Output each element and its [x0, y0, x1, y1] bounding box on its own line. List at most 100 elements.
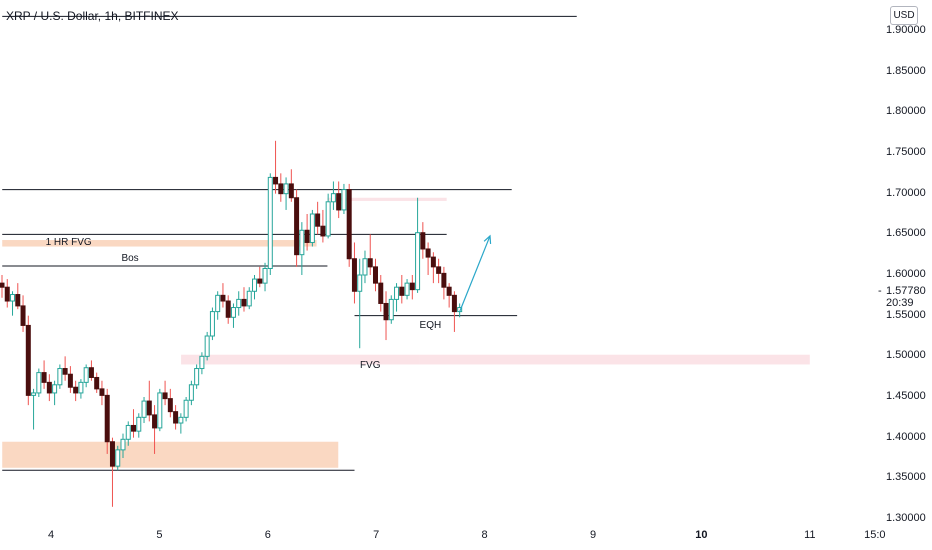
- candle-body: [41, 372, 47, 383]
- candle-body: [267, 176, 273, 269]
- candle-body: [204, 335, 210, 357]
- zone-fvg-extension: [419, 354, 810, 365]
- candle-body: [294, 197, 300, 256]
- candle-body: [378, 282, 384, 304]
- last-price-value: 1.57780: [886, 285, 926, 297]
- candle-body: [404, 282, 410, 296]
- candle-body: [230, 307, 236, 318]
- candle-body: [178, 416, 184, 424]
- bar-countdown: 20:39: [886, 297, 914, 309]
- y-tick-label: 1.70000: [886, 186, 926, 199]
- candle-body: [10, 294, 16, 302]
- zone-1-hr-fvg: [2, 240, 317, 247]
- candle-body: [36, 372, 42, 394]
- x-tick-label: 5: [156, 529, 163, 541]
- last-price-label: - 1.57780 20:39: [878, 285, 926, 309]
- candle-body: [67, 373, 73, 388]
- zones-layer: [2, 197, 810, 468]
- candle-body: [351, 258, 357, 292]
- candle-body: [430, 256, 436, 268]
- candle-body: [31, 392, 37, 396]
- y-tick-label: 1.75000: [886, 146, 926, 158]
- candles-layer: [0, 140, 463, 507]
- label-1-hr-fvg: 1 HR FVG: [45, 237, 92, 249]
- candle-body: [320, 225, 326, 237]
- label-fvg: FVG: [359, 360, 381, 372]
- zone-lower-demand: [2, 441, 339, 468]
- candle-body: [341, 189, 347, 211]
- candle-body: [372, 266, 378, 284]
- y-tick-label: 1.90000: [886, 24, 926, 36]
- candle-body: [104, 394, 110, 443]
- candle-body: [188, 384, 194, 401]
- candle-body: [115, 449, 121, 467]
- y-tick-label: 1.85000: [886, 64, 926, 77]
- candle-body: [383, 302, 389, 321]
- candle-body: [131, 424, 137, 432]
- candle-body: [388, 298, 394, 321]
- candle-body: [25, 324, 31, 396]
- projection-arrow-head: [483, 234, 492, 244]
- candle-body: [425, 248, 431, 258]
- candle-body: [357, 274, 363, 292]
- candle-body: [304, 229, 310, 243]
- candle-body: [62, 368, 68, 375]
- candle-body: [283, 183, 289, 195]
- candle-body: [120, 438, 126, 451]
- candle-body: [278, 183, 284, 195]
- currency-button[interactable]: USD: [890, 6, 918, 25]
- y-tick-label: 1.60000: [886, 268, 926, 280]
- x-tick-label: 15:0: [864, 529, 886, 541]
- y-tick-label: 1.50000: [886, 349, 926, 362]
- candle-body: [246, 290, 252, 307]
- label-eqh: EQH: [419, 320, 442, 332]
- candle-body: [20, 305, 26, 326]
- candle-body: [236, 298, 242, 309]
- candle-body: [315, 213, 321, 227]
- candle-body: [0, 282, 5, 288]
- candle-body: [209, 311, 215, 337]
- candle-body: [367, 258, 373, 268]
- y-tick-label: 1.45000: [886, 390, 926, 402]
- candle-body: [241, 298, 247, 307]
- candle-body: [173, 411, 179, 424]
- candle-body: [162, 392, 168, 400]
- y-tick-label: 1.30000: [886, 512, 926, 524]
- candle-body: [46, 381, 52, 394]
- candle-body: [88, 367, 94, 378]
- x-tick-label: 4: [47, 529, 55, 541]
- y-tick-label: 1.65000: [886, 227, 926, 240]
- candle-body: [73, 386, 79, 394]
- x-tick-label: 9: [589, 529, 597, 541]
- candle-body: [225, 300, 231, 318]
- candle-body: [299, 229, 305, 256]
- zone-fvg: [181, 354, 420, 365]
- candle-body: [336, 193, 342, 211]
- candle-body: [420, 232, 426, 250]
- x-tick-label: 7: [373, 529, 380, 541]
- candle-body: [199, 355, 205, 370]
- candle-body: [273, 176, 279, 185]
- y-tick-label: 1.80000: [886, 105, 926, 118]
- candle-body: [257, 278, 263, 284]
- candle-body: [288, 183, 294, 199]
- chart-title: XRP / U.S. Dollar, 1h, BITFINEX: [6, 9, 179, 23]
- candle-body: [57, 368, 63, 386]
- projection-arrow-shaft: [459, 235, 491, 312]
- candle-body: [441, 272, 447, 288]
- candle-body: [215, 294, 221, 313]
- candle-body: [309, 213, 315, 243]
- x-tick-label: 10: [695, 529, 708, 541]
- candle-body: [146, 400, 152, 416]
- candle-body: [446, 286, 452, 296]
- projection-arrow-layer: [459, 234, 492, 312]
- candle-body: [220, 294, 226, 302]
- candle-body: [415, 232, 421, 291]
- candle-body: [409, 282, 415, 291]
- candle-body: [183, 399, 189, 418]
- candle-body: [346, 189, 352, 260]
- y-tick-label: 1.35000: [886, 471, 926, 484]
- candle-body: [252, 278, 258, 292]
- y-tick-label: 1.40000: [886, 430, 926, 443]
